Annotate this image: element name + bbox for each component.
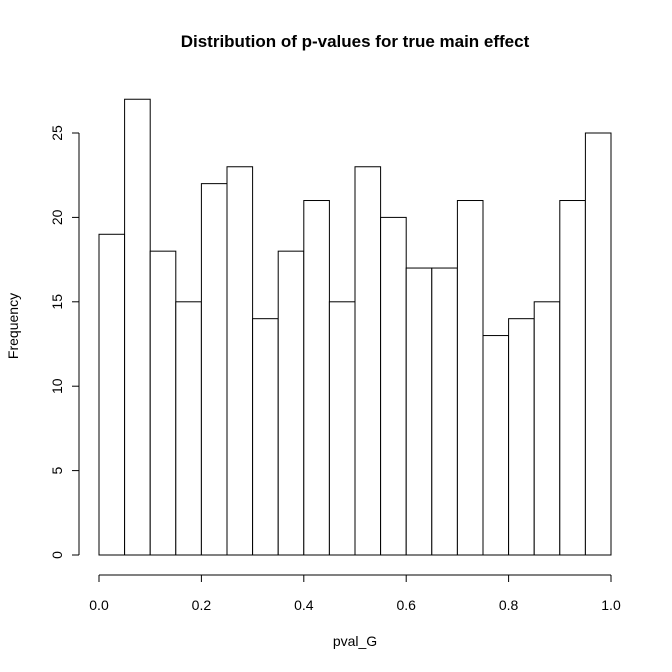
histogram-bar: [252, 318, 279, 556]
x-tick-label: 0.8: [499, 597, 519, 613]
x-tick-label: 0.2: [192, 597, 212, 613]
histogram-bar: [559, 200, 586, 556]
histogram-bar: [482, 335, 510, 556]
x-tick-label: 0.4: [294, 597, 314, 613]
histogram-bar: [380, 216, 407, 556]
histogram-bar: [124, 98, 151, 556]
y-tick-label: 15: [49, 294, 65, 310]
y-axis-label: Frequency: [5, 293, 21, 359]
histogram-bar: [431, 267, 458, 556]
histogram-bar: [98, 233, 126, 556]
histogram-bar: [149, 250, 177, 556]
y-tick-label: 0: [49, 551, 65, 559]
histogram-bar: [200, 183, 228, 556]
y-tick-label: 25: [49, 125, 65, 141]
histogram-bar: [226, 166, 254, 556]
histogram-bar: [277, 250, 305, 556]
x-tick-label: 1.0: [601, 597, 621, 613]
y-tick-label: 10: [49, 378, 65, 394]
histogram-bar: [456, 200, 484, 556]
histogram-bar: [175, 301, 202, 556]
histogram-bar: [328, 301, 356, 556]
x-tick-label: 0.0: [89, 597, 109, 613]
histogram-bars: [98, 98, 612, 556]
histogram-bar: [405, 267, 433, 556]
x-axis-label: pval_G: [333, 633, 377, 649]
histogram-bar: [533, 301, 561, 556]
histogram-bar: [354, 166, 382, 556]
y-axis: 0 5 10 15 20 25: [49, 125, 80, 559]
chart-title: Distribution of p-values for true main e…: [181, 32, 530, 51]
histogram-bar: [303, 200, 330, 556]
histogram-bar: [508, 318, 535, 556]
x-axis: 0.0 0.2 0.4 0.6 0.8 1.0: [89, 574, 621, 613]
x-tick-label: 0.6: [396, 597, 416, 613]
y-tick-label: 20: [49, 209, 65, 225]
y-tick-label: 5: [49, 466, 65, 474]
histogram-bar: [584, 132, 612, 556]
